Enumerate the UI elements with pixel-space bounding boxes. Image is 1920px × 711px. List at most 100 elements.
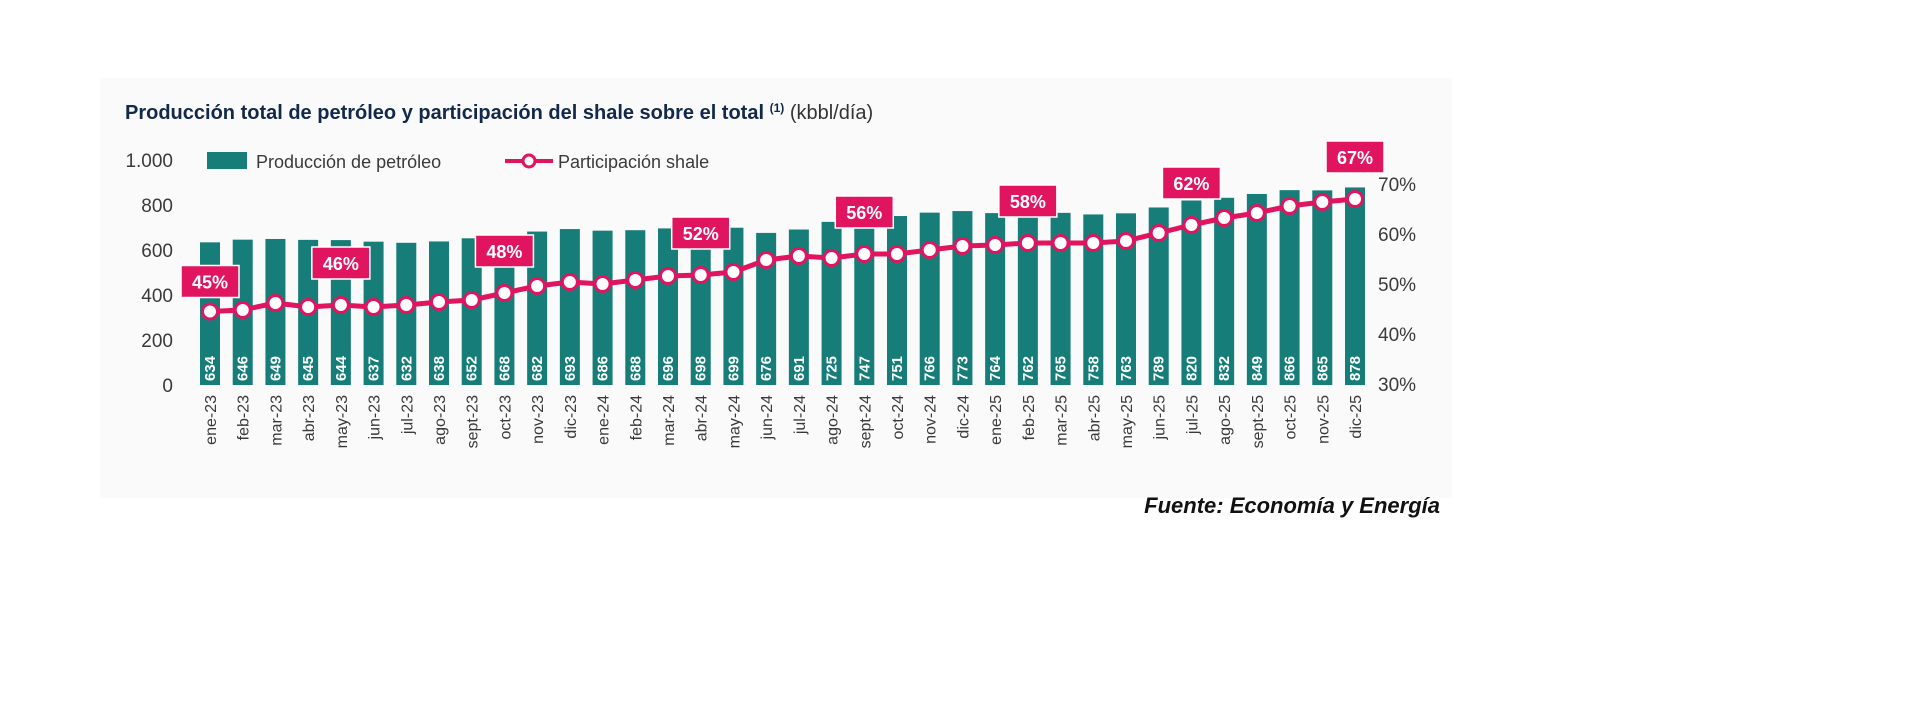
shale-point: [920, 241, 939, 259]
x-axis-tick-label: ene-23: [203, 395, 220, 445]
bar-value-label: 725: [824, 356, 841, 381]
bar-value-label: 686: [595, 356, 612, 381]
bar-value-label: 645: [300, 356, 317, 381]
x-axis-tick-label: feb-24: [628, 395, 645, 440]
annotation-label: 48%: [486, 242, 522, 262]
shale-point: [528, 277, 547, 295]
x-axis-tick-label: ene-24: [596, 395, 613, 445]
shale-point: [659, 267, 677, 285]
bar-value-label: 765: [1053, 356, 1070, 381]
annotation-label: 46%: [323, 254, 359, 274]
x-axis-tick-label: mar-25: [1054, 395, 1071, 446]
bar: [1148, 207, 1169, 385]
bar-value-label: 693: [562, 356, 579, 381]
bar: [1214, 197, 1235, 385]
annotation-box: [180, 264, 240, 299]
bar-value-label: 820: [1183, 356, 1200, 381]
bar: [690, 227, 711, 385]
left-axis-tick-label: 800: [141, 196, 173, 217]
bar: [559, 229, 580, 385]
x-axis-tick-label: abr-23: [301, 395, 318, 441]
x-axis-tick-label: may-23: [334, 395, 351, 448]
bar-value-label: 751: [889, 356, 906, 381]
left-axis-tick-label: 600: [141, 241, 173, 262]
shale-point: [266, 294, 285, 312]
source-note: Fuente: Economía y Energía: [1144, 493, 1440, 518]
x-axis-tick-label: ago-23: [432, 395, 449, 445]
bar: [1181, 200, 1202, 385]
x-axis-tick-label: jun-25: [1152, 395, 1169, 441]
bar-value-label: 646: [235, 356, 252, 381]
shale-point: [822, 249, 841, 267]
annotation-label: 52%: [683, 224, 719, 244]
shale-point: [789, 247, 808, 265]
shale-point: [560, 273, 579, 291]
bar-value-label: 865: [1314, 356, 1331, 381]
right-axis-tick-label: 30%: [1378, 375, 1416, 396]
bar-value-label: 682: [529, 356, 546, 381]
bar-value-label: 698: [693, 356, 710, 381]
annotation-box: [1325, 140, 1385, 174]
x-axis-tick-label: may-24: [726, 395, 743, 448]
bar-value-label: 668: [496, 356, 513, 381]
shale-point: [364, 298, 383, 316]
bar-value-label: 691: [791, 356, 808, 381]
bar-value-label: 849: [1249, 356, 1266, 381]
left-axis-tick-label: 400: [141, 286, 173, 307]
shale-point: [691, 266, 710, 284]
x-axis-tick-label: dic-25: [1348, 395, 1365, 439]
x-axis-tick-label: feb-23: [236, 395, 253, 440]
shale-point: [724, 263, 743, 281]
shale-point: [855, 245, 874, 263]
bar-value-label: 758: [1085, 356, 1102, 381]
right-axis-tick-label: 70%: [1378, 175, 1416, 196]
x-axis-tick-label: jul-25: [1184, 395, 1201, 435]
x-axis-tick-label: jun-24: [759, 395, 776, 441]
bar: [494, 234, 515, 385]
bar-value-label: 764: [987, 355, 1004, 381]
x-axis-tick-label: may-25: [1119, 395, 1136, 448]
x-axis-tick-label: sept-25: [1250, 395, 1267, 448]
shale-point: [1280, 197, 1299, 215]
shale-point: [953, 237, 972, 255]
legend: Producción de petróleo Participación sha…: [207, 152, 709, 172]
bar: [1083, 214, 1104, 385]
shale-point: [1018, 234, 1037, 252]
legend-marker-shale: [521, 153, 537, 169]
shale-point: [593, 275, 612, 293]
bar-value-label: 652: [464, 356, 481, 381]
shale-point: [1313, 193, 1332, 211]
x-axis-tick-label: mar-23: [268, 395, 285, 446]
bar-value-label: 638: [431, 356, 448, 381]
shale-point: [888, 245, 906, 263]
bar-value-label: 644: [333, 355, 350, 381]
shale-point: [430, 293, 448, 311]
legend-label-production: Producción de petróleo: [256, 152, 441, 172]
x-axis-tick-label: abr-25: [1086, 395, 1103, 441]
bar: [625, 230, 646, 385]
x-axis-tick-label: oct-23: [497, 395, 514, 440]
x-axis-tick-label: dic-23: [563, 395, 580, 439]
bar: [461, 238, 482, 385]
bar: [985, 213, 1006, 385]
shale-point: [495, 284, 514, 302]
bar-value-label: 832: [1216, 356, 1233, 381]
x-axis-tick-label: sept-24: [857, 395, 874, 448]
x-axis-tick-label: ago-24: [825, 395, 842, 445]
bar: [429, 241, 449, 385]
shale-point: [397, 296, 416, 314]
bar: [1017, 213, 1038, 385]
bar-value-label: 789: [1151, 356, 1168, 381]
bar-value-label: 766: [922, 356, 939, 381]
right-axis-tick-label: 50%: [1378, 275, 1416, 296]
bar-value-label: 649: [267, 356, 284, 381]
right-axis-tick-label: 40%: [1378, 325, 1416, 346]
annotation-label: 58%: [1010, 192, 1046, 212]
legend-swatch-production: [207, 152, 247, 169]
bar: [1312, 190, 1333, 385]
annotation-label: 62%: [1173, 174, 1209, 194]
annotation-label: 56%: [846, 203, 882, 223]
right-axis-tick-label: 60%: [1378, 225, 1416, 246]
bar: [788, 229, 809, 385]
x-axis-tick-label: nov-23: [530, 395, 547, 444]
